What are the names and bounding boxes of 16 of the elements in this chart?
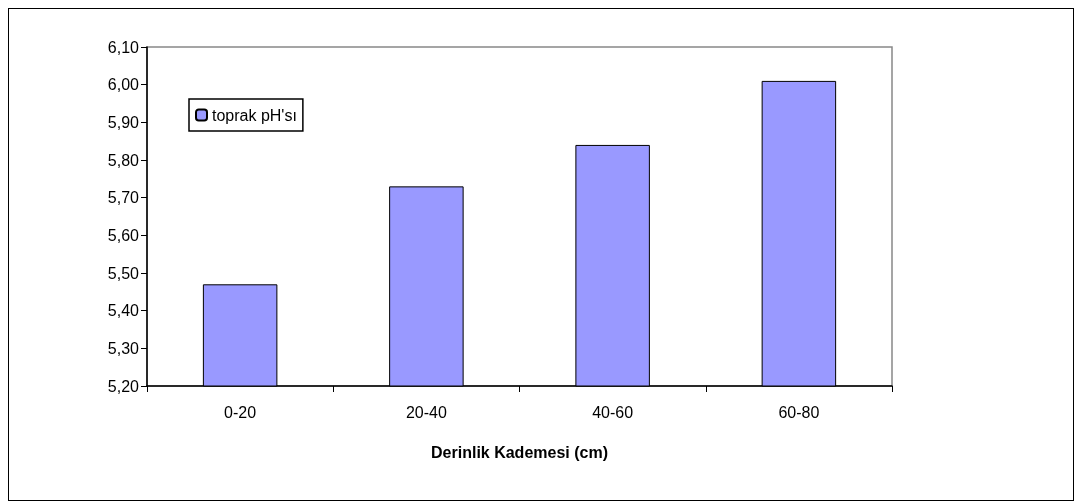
x-axis-title: Derinlik Kademesi (cm) (431, 443, 608, 461)
y-tick-label: 5,20 (107, 377, 140, 395)
y-tick-label: 5,30 (107, 339, 140, 357)
y-tick-label: 5,70 (107, 189, 140, 207)
y-tick-label: 5,60 (107, 226, 140, 244)
y-tick-label: 6,10 (107, 38, 140, 56)
y-tick-label: 5,40 (107, 302, 140, 320)
x-tick-label: 0-20 (224, 403, 257, 421)
x-tick-label: 60-80 (778, 403, 820, 421)
x-tick-label: 20-40 (405, 403, 447, 421)
y-tick-label: 5,90 (107, 113, 140, 131)
x-tick-label: 40-60 (592, 403, 634, 421)
y-tick-label: 5,50 (107, 264, 140, 282)
y-tick-label: 6,00 (107, 76, 140, 94)
y-tick-label: 5,80 (107, 151, 140, 169)
legend-label: toprak pH'sı (212, 106, 297, 124)
